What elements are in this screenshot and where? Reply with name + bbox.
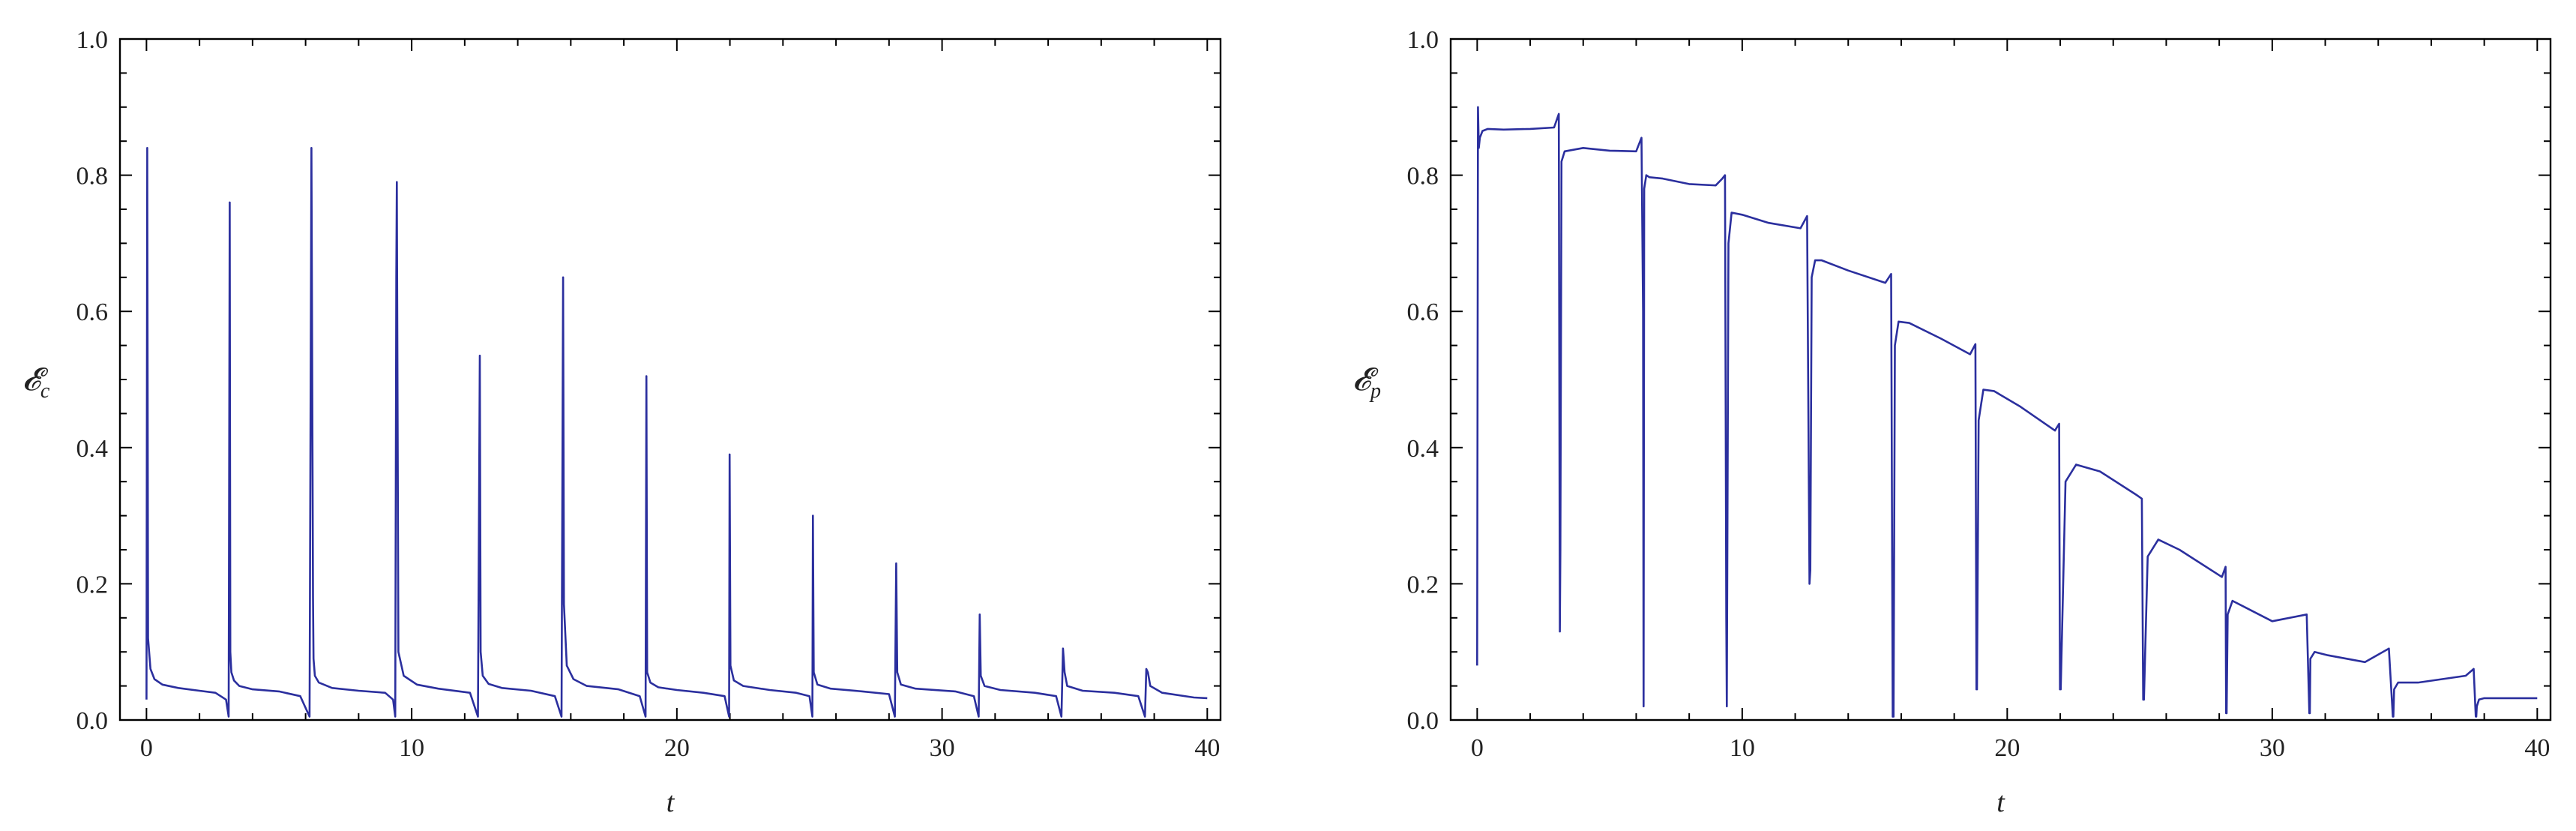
series-line [145, 147, 1208, 718]
y-tick-label: 0.8 [1407, 163, 1439, 190]
y-tick-label: 0.4 [1407, 435, 1439, 463]
chart-panel-1: 0 10 20 30 40 0.0 0.2 0.4 0.6 0.8 1.0 t 𝓔c [22, 26, 1222, 818]
plot-frame [118, 38, 1222, 722]
y-tick-label: 0.2 [76, 571, 109, 598]
y-tick-label: 0.2 [1407, 571, 1439, 598]
x-tick-label: 0 [140, 734, 153, 762]
x-tick-label: 40 [1194, 734, 1220, 762]
y-axis-subscript: c [40, 380, 50, 403]
y-tick-label: 0.4 [76, 435, 109, 463]
x-tick-label: 30 [930, 734, 955, 762]
plot-frame [1449, 38, 2552, 722]
y-tick-label: 1.0 [76, 26, 109, 54]
x-tick-label: 0 [1471, 734, 1484, 762]
y-tick-label: 0.0 [76, 707, 109, 735]
y-tick-label: 0.6 [76, 298, 109, 326]
x-tick-label: 40 [2524, 734, 2550, 762]
series-line [1476, 106, 2538, 718]
x-axis-label: t [1996, 787, 2005, 818]
y-tick-label: 1.0 [1407, 26, 1439, 54]
x-tick-label: 30 [2260, 734, 2285, 762]
x-tick-label: 10 [399, 734, 424, 762]
y-tick-label: 0.0 [1407, 707, 1439, 735]
y-axis-label: 𝓔p [1352, 363, 1381, 403]
y-tick-label: 0.6 [1407, 298, 1439, 326]
y-axis-label: 𝓔c [22, 363, 50, 403]
x-tick-label: 20 [664, 734, 690, 762]
x-tick-label: 20 [1994, 734, 2020, 762]
y-axis-subscript: p [1369, 380, 1381, 403]
y-tick-label: 0.8 [76, 163, 109, 190]
x-tick-label: 10 [1730, 734, 1755, 762]
x-axis-label: t [666, 787, 675, 818]
chart-panel-2: 0 10 20 30 40 0.0 0.2 0.4 0.6 0.8 1.0 t 𝓔p [1352, 26, 2552, 818]
